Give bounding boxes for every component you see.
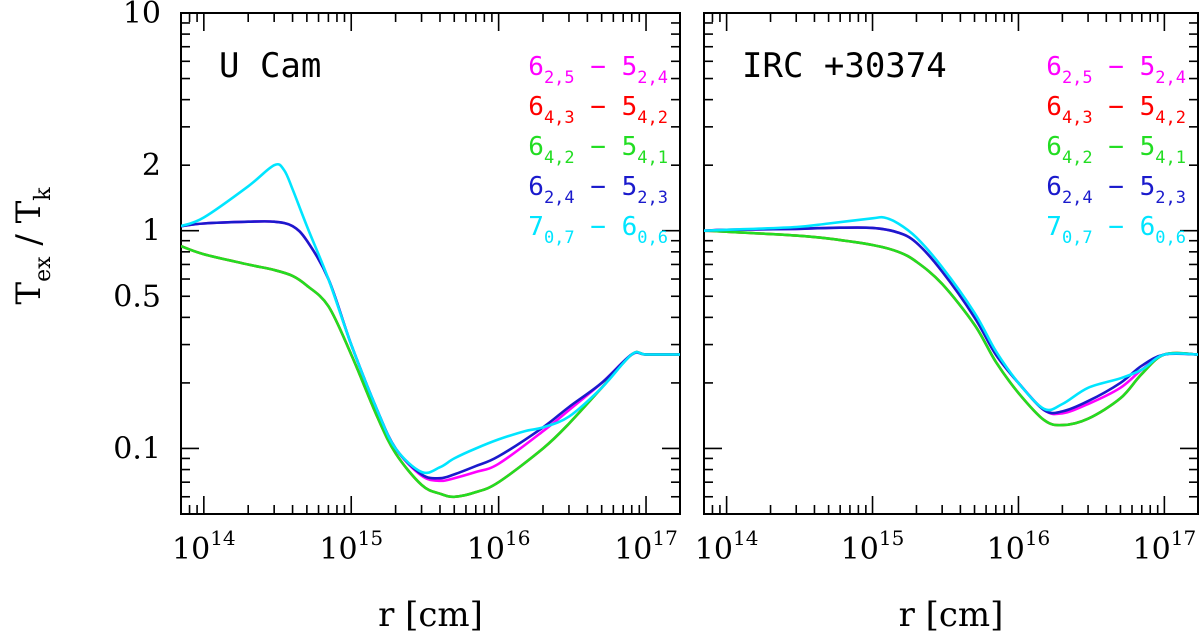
series-line <box>181 244 680 499</box>
series-line <box>704 215 1198 412</box>
x-tick-label: 1015 <box>319 526 383 567</box>
legend-entry: 62,5 − 52,4 <box>1046 52 1186 88</box>
series-group <box>704 215 1198 427</box>
x-tick-label: 1016 <box>467 526 531 567</box>
y-tick-label: 0.1 <box>113 431 161 466</box>
legend-entry: 62,5 − 52,4 <box>528 52 668 88</box>
series-group <box>181 162 680 499</box>
legend-entry: 64,3 − 54,2 <box>528 92 668 128</box>
x-tick-label: 1017 <box>1133 526 1197 567</box>
legend-entry: 70,7 − 60,6 <box>528 212 668 248</box>
y-tick-label: 0.5 <box>113 279 161 314</box>
y-axis-title-sub-ex: ex <box>31 256 56 282</box>
y-axis-title-sub-k: k <box>31 187 56 201</box>
legend-entry: 70,7 − 60,6 <box>1046 212 1186 248</box>
y-axis-title: Tex / Tk <box>9 187 56 305</box>
series-line <box>704 226 1198 416</box>
series-line <box>181 220 680 480</box>
series-line <box>181 244 680 499</box>
x-tick-label: 1014 <box>695 526 759 567</box>
x-tick-label: 1015 <box>841 526 905 567</box>
x-axis-title: r [cm] <box>378 595 483 635</box>
x-axis-title: r [cm] <box>899 595 1004 635</box>
x-tick-label: 1014 <box>172 526 236 567</box>
series-line <box>704 229 1198 427</box>
panel-title: U Cam <box>219 46 321 86</box>
legend-entry: 62,4 − 52,3 <box>1046 172 1186 208</box>
series-line <box>704 226 1198 415</box>
legend-entry: 62,4 − 52,3 <box>528 172 668 208</box>
legend: 62,5 − 52,4 64,3 − 54,2 64,2 − 54,1 62,4 − … <box>528 52 668 248</box>
panel-u-cam: 1014 1015 1016 1017 10 2 1 0.5 0.1 r [cm] U Cam 62,… <box>113 0 681 635</box>
legend-entry: 64,3 − 54,2 <box>1046 92 1186 128</box>
x-tick-label: 1016 <box>987 526 1051 567</box>
y-tick-label: 2 <box>142 148 161 183</box>
y-axis-title-main: T <box>9 282 49 305</box>
series-line <box>181 162 680 475</box>
series-line <box>181 220 680 483</box>
y-tick-label: 10 <box>123 0 161 31</box>
plot-frame <box>180 12 681 515</box>
plot-frame <box>703 12 1199 515</box>
panel-title: IRC +30374 <box>742 46 947 86</box>
y-tick-label: 1 <box>142 214 161 249</box>
svg-text:Tex / Tk: Tex / Tk <box>9 187 56 305</box>
legend-entry: 64,2 − 54,1 <box>1046 132 1186 168</box>
legend-entry: 64,2 − 54,1 <box>528 132 668 168</box>
x-tick-label: 1017 <box>614 526 678 567</box>
panel-irc-30374: 1014 1015 1016 1017 r [cm] IRC +30374 62,5 − 5… <box>695 12 1199 635</box>
legend: 62,5 − 52,4 64,3 − 54,2 64,2 − 54,1 62,4 − … <box>1046 52 1186 248</box>
